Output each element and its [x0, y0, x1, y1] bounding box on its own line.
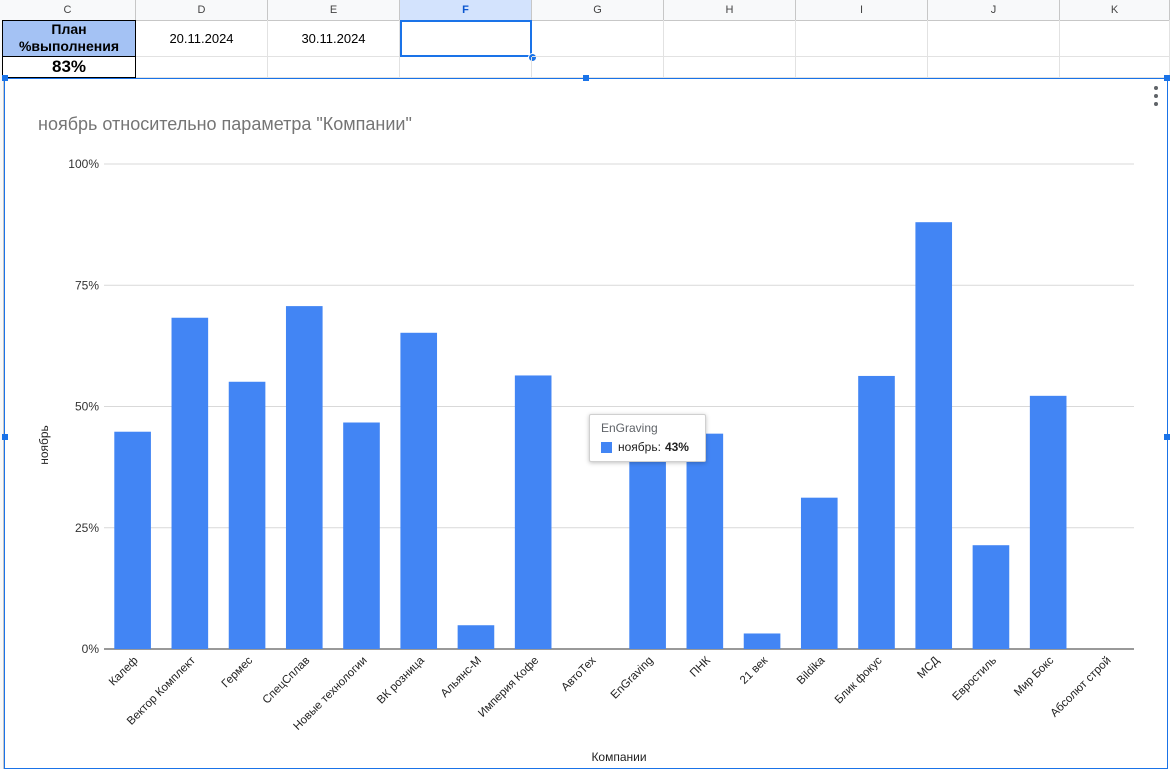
plan-label-cell[interactable]: План %выполнения	[2, 20, 136, 57]
bar[interactable]	[114, 431, 151, 649]
cell[interactable]	[400, 57, 532, 78]
plan-label: План %выполнения	[18, 21, 120, 54]
cell[interactable]	[664, 20, 796, 57]
cell[interactable]	[928, 20, 1060, 57]
cell[interactable]	[928, 57, 1060, 78]
column-header-e[interactable]: E	[268, 0, 400, 20]
x-tick-label: АвтоТех	[559, 654, 598, 693]
bar[interactable]	[858, 375, 895, 649]
tooltip-title: EnGraving	[601, 421, 658, 435]
x-tick-label: Абсолют строй	[1049, 655, 1114, 720]
y-axis-title: ноябрь	[37, 425, 51, 465]
resize-handle-left[interactable]	[2, 434, 8, 440]
bar[interactable]	[629, 440, 666, 649]
cell[interactable]	[532, 20, 664, 57]
column-header-h[interactable]: H	[664, 0, 796, 20]
date-value-2: 30.11.2024	[301, 31, 366, 46]
x-tick-label: ПНК	[688, 654, 713, 679]
column-header-j[interactable]: J	[928, 0, 1060, 20]
column-header-g[interactable]: G	[532, 0, 664, 20]
selected-cell-f[interactable]	[400, 20, 532, 57]
x-tick-label: Альянс-М	[439, 655, 484, 700]
bar[interactable]	[343, 422, 380, 649]
y-tick-label: 100%	[68, 157, 99, 171]
resize-handle-top[interactable]	[583, 75, 589, 81]
bar[interactable]	[171, 317, 209, 649]
resize-handle-top-left[interactable]	[2, 75, 8, 81]
plan-value-cell[interactable]: 83%	[2, 57, 136, 78]
x-tick-label: Империя Кофе	[476, 655, 541, 720]
bar[interactable]	[1029, 395, 1067, 649]
bar[interactable]	[915, 222, 953, 649]
chart-title: ноябрь относительно параметра "Компании"	[38, 114, 412, 134]
y-tick-label: 0%	[82, 642, 100, 656]
bar[interactable]	[457, 625, 495, 649]
bar[interactable]	[743, 633, 781, 649]
cell[interactable]	[136, 57, 268, 78]
y-tick-label: 75%	[75, 278, 99, 292]
fill-handle[interactable]	[528, 53, 537, 62]
x-tick-label: Гермес	[220, 654, 256, 690]
x-tick-label: СпецСплав	[261, 655, 313, 707]
x-axis-title: Компании	[591, 750, 647, 764]
resize-handle-top-right[interactable]	[1164, 75, 1170, 81]
cell[interactable]	[796, 20, 928, 57]
y-tick-label: 25%	[75, 521, 99, 535]
y-tick-label: 50%	[75, 400, 99, 414]
bar[interactable]	[800, 497, 838, 649]
bar[interactable]	[686, 433, 724, 649]
bar[interactable]	[400, 332, 438, 649]
x-tick-label: Евростиль	[950, 655, 999, 704]
x-tick-label: МСД	[915, 654, 942, 681]
x-tick-label: Блик фокус	[833, 654, 885, 706]
row-header-strip	[0, 20, 4, 769]
plan-value: 83%	[51, 57, 87, 76]
x-tick-label: EnGraving	[609, 655, 656, 702]
cell[interactable]	[268, 57, 400, 78]
column-header-i[interactable]: I	[796, 0, 928, 20]
column-header-c[interactable]: C	[0, 0, 136, 20]
column-header-f[interactable]: F	[400, 0, 532, 20]
x-tick-label: Калеф	[107, 655, 141, 689]
bar[interactable]	[972, 545, 1010, 649]
bar[interactable]	[285, 306, 323, 649]
date-value-1: 20.11.2024	[169, 31, 234, 46]
chart-menu-icon[interactable]	[1150, 86, 1162, 106]
cell[interactable]	[796, 57, 928, 78]
date-cell-d[interactable]: 20.11.2024	[136, 20, 268, 57]
x-tick-label: Bildika	[795, 654, 828, 687]
resize-handle-right[interactable]	[1164, 434, 1170, 440]
date-cell-e[interactable]: 30.11.2024	[268, 20, 400, 57]
x-tick-label: ВК розница	[375, 654, 427, 706]
bar[interactable]	[228, 381, 266, 649]
bar[interactable]	[514, 375, 552, 649]
x-tick-label: 21 век	[738, 654, 771, 687]
column-header-row: C D E F G H I J K	[0, 0, 1170, 21]
x-tick-label: Мир Бокс	[1012, 654, 1056, 698]
column-header-d[interactable]: D	[136, 0, 268, 20]
chart-tooltip: EnGraving ноябрь: 43%	[589, 414, 706, 462]
tooltip-swatch	[601, 441, 612, 453]
cell[interactable]	[532, 57, 664, 78]
tooltip-series: ноябрь:	[618, 440, 661, 454]
tooltip-value: 43%	[664, 440, 689, 454]
cell[interactable]	[664, 57, 796, 78]
